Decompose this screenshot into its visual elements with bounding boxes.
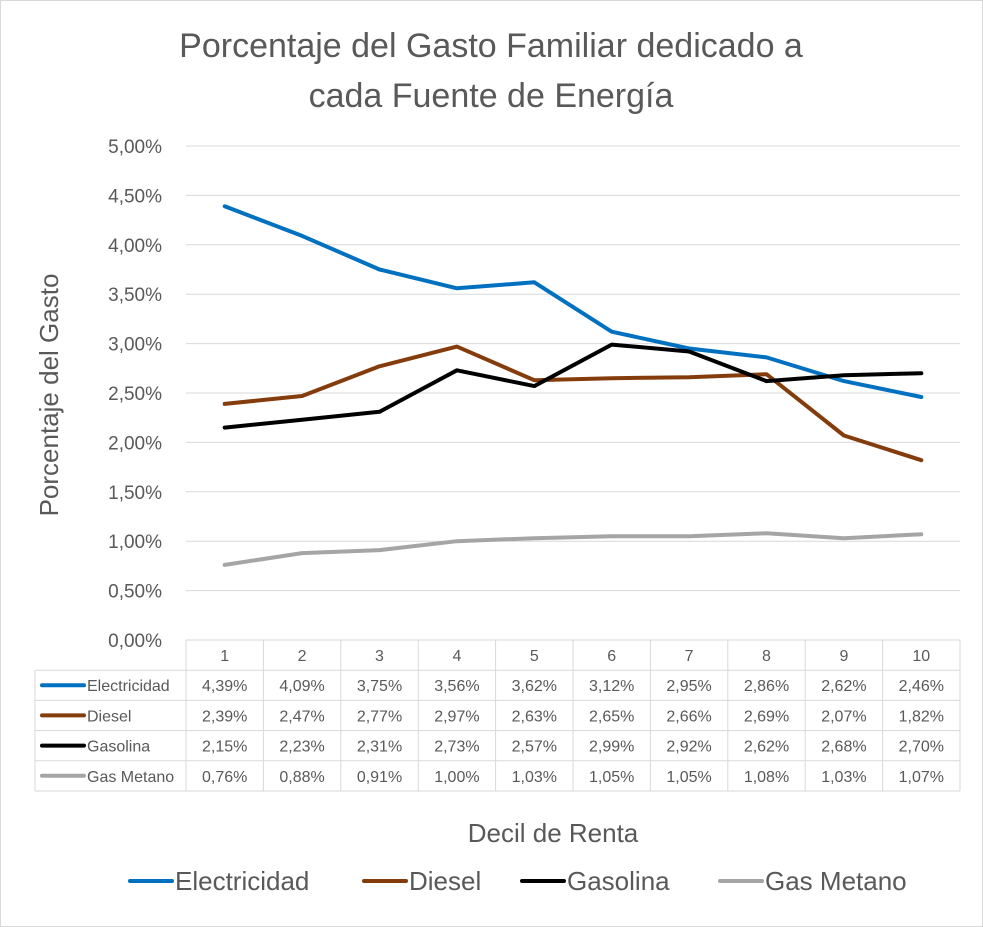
y-tick-label: 4,50%	[108, 186, 162, 207]
table-series-name: Gas Metano	[87, 769, 174, 786]
x-category-label: 3	[375, 648, 384, 665]
y-tick-label: 4,00%	[108, 236, 162, 257]
legend-label: Diesel	[409, 866, 481, 896]
data-table-cell: 2,73%	[434, 739, 479, 756]
y-tick-label: 1,50%	[108, 483, 162, 504]
table-series-name: Gasolina	[87, 739, 150, 756]
data-table-cell: 2,92%	[666, 739, 711, 756]
data-table-cell: 2,99%	[589, 739, 634, 756]
table-series-name: Electricidad	[87, 678, 170, 695]
data-table-cell: 1,08%	[744, 769, 789, 786]
y-tick-label: 0,00%	[108, 631, 162, 652]
x-category-label: 1	[220, 648, 229, 665]
data-table-cell: 1,05%	[589, 769, 634, 786]
data-table-cell: 2,97%	[434, 708, 479, 725]
data-table-cell: 2,57%	[512, 739, 557, 756]
data-table-cell: 2,15%	[202, 739, 247, 756]
x-category-label: 7	[685, 648, 694, 665]
y-tick-label: 2,50%	[108, 384, 162, 405]
x-category-label: 6	[607, 648, 616, 665]
data-table-cell: 4,39%	[202, 678, 247, 695]
data-table-cell: 2,62%	[821, 678, 866, 695]
legend-label: Gasolina	[567, 866, 670, 896]
data-table-cell: 2,47%	[279, 708, 324, 725]
x-category-label: 5	[530, 648, 539, 665]
data-table-cell: 2,39%	[202, 708, 247, 725]
data-table-cell: 0,76%	[202, 769, 247, 786]
data-table-cell: 0,91%	[357, 769, 402, 786]
y-tick-label: 2,00%	[108, 433, 162, 454]
data-table-cell: 2,69%	[744, 708, 789, 725]
x-category-label: 10	[912, 648, 930, 665]
data-table-cell: 3,56%	[434, 678, 479, 695]
data-table-cell: 2,77%	[357, 708, 402, 725]
data-table-cell: 2,86%	[744, 678, 789, 695]
legend-label: Gas Metano	[765, 866, 907, 896]
x-axis-title: Decil de Renta	[468, 818, 639, 848]
y-tick-label: 3,50%	[108, 285, 162, 306]
data-table-cell: 2,62%	[744, 739, 789, 756]
y-tick-label: 1,00%	[108, 532, 162, 553]
data-table-cell: 2,95%	[666, 678, 711, 695]
series-line-gas-metano	[222, 531, 924, 567]
data-table-cell: 4,09%	[279, 678, 324, 695]
data-table-cell: 1,00%	[434, 769, 479, 786]
data-table-cell: 2,65%	[589, 708, 634, 725]
y-axis-title: Porcentaje del Gasto	[34, 274, 64, 517]
y-tick-label: 3,00%	[108, 335, 162, 356]
table-series-name: Diesel	[87, 708, 131, 725]
series-line-gasolina	[222, 342, 924, 430]
x-category-label: 4	[452, 648, 461, 665]
legend-label: Electricidad	[175, 866, 309, 896]
data-table-cell: 2,68%	[821, 739, 866, 756]
data-table-cell: 2,66%	[666, 708, 711, 725]
data-table-cell: 3,12%	[589, 678, 634, 695]
data-table-cell: 2,23%	[279, 739, 324, 756]
data-table-cell: 1,03%	[512, 769, 557, 786]
data-table-cell: 0,88%	[279, 769, 324, 786]
data-table-cell: 3,62%	[512, 678, 557, 695]
data-table-cell: 2,70%	[899, 739, 944, 756]
x-category-label: 2	[298, 648, 307, 665]
y-tick-label: 0,50%	[108, 582, 162, 603]
chart-title-line: Porcentaje del Gasto Familiar dedicado a	[179, 27, 803, 65]
data-table-cell: 1,07%	[899, 769, 944, 786]
data-table-cell: 1,05%	[666, 769, 711, 786]
data-table-cell: 3,75%	[357, 678, 402, 695]
x-category-label: 9	[839, 648, 848, 665]
chart-title-line: cada Fuente de Energía	[309, 77, 674, 115]
data-table-cell: 1,82%	[899, 708, 944, 725]
data-table-cell: 2,07%	[821, 708, 866, 725]
y-tick-label: 5,00%	[108, 137, 162, 158]
data-table-cell: 1,03%	[821, 769, 866, 786]
series-line-electricidad	[222, 204, 924, 399]
series-line-diesel	[222, 344, 924, 463]
data-table-cell: 2,46%	[899, 678, 944, 695]
data-table-cell: 2,31%	[357, 739, 402, 756]
x-category-label: 8	[762, 648, 771, 665]
data-table-cell: 2,63%	[512, 708, 557, 725]
